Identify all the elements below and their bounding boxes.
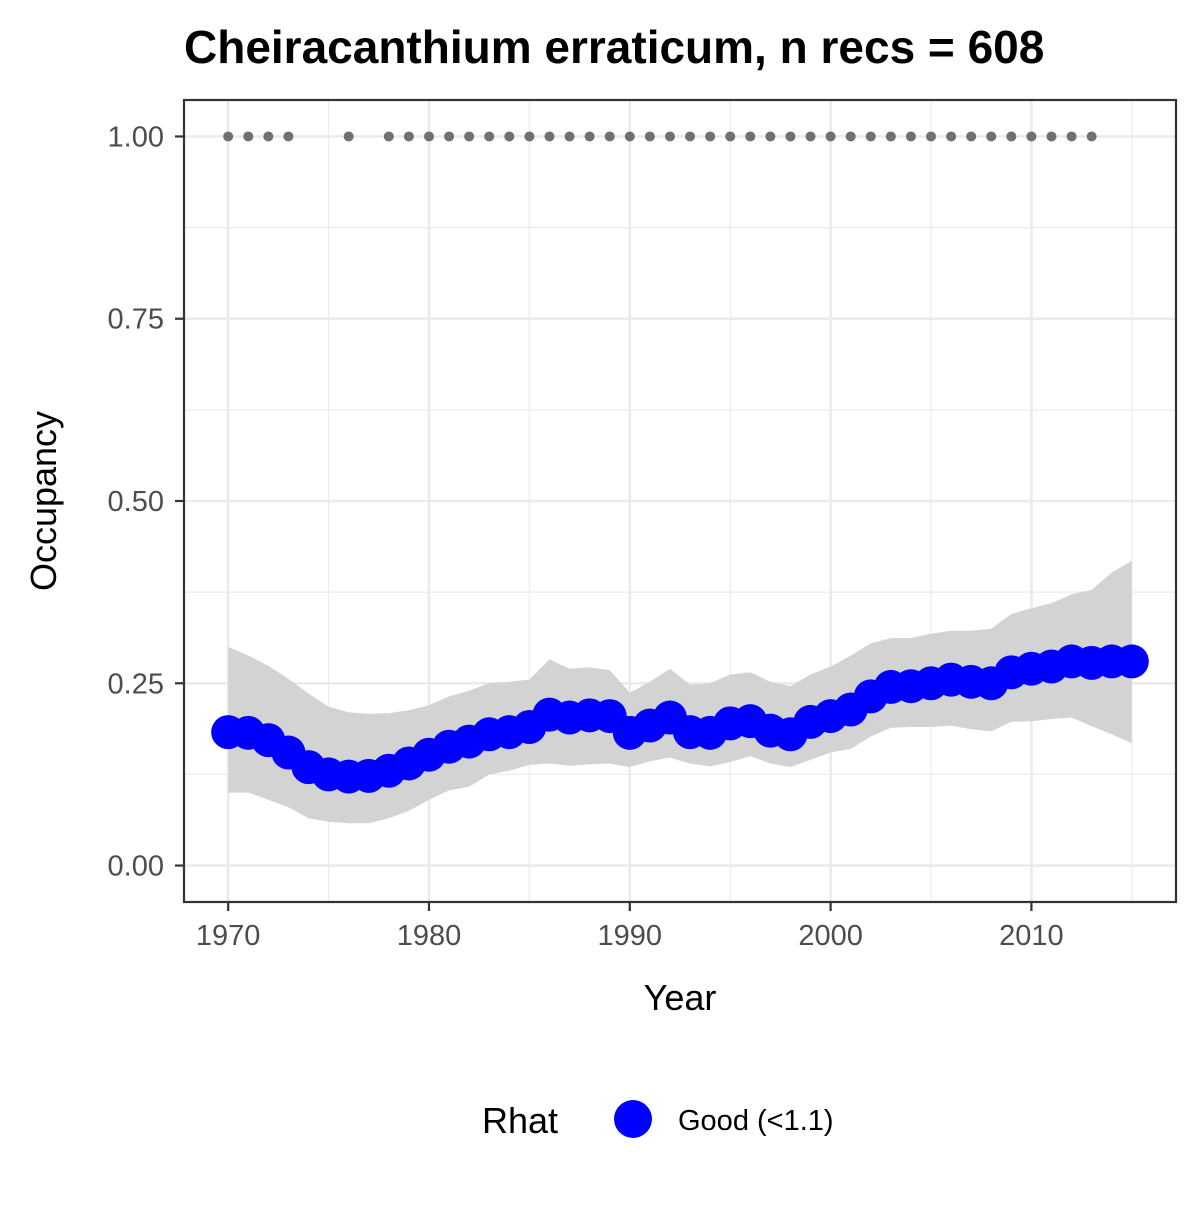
record-year-marker [705, 131, 716, 142]
record-year-marker [604, 131, 615, 142]
record-year-marker [544, 131, 555, 142]
record-year-marker [624, 131, 635, 142]
x-tick-label: 2000 [798, 920, 863, 952]
plot-panel [182, 98, 1178, 904]
record-year-marker [946, 131, 957, 142]
record-year-marker [825, 131, 836, 142]
record-year-marker [885, 131, 896, 142]
record-year-marker [926, 131, 937, 142]
record-year-marker [223, 131, 234, 142]
record-year-marker [685, 131, 696, 142]
y-tick-label: 1.00 [108, 121, 164, 153]
record-year-marker [283, 131, 294, 142]
y-tick-label: 0.25 [108, 668, 164, 700]
record-year-marker [986, 131, 997, 142]
x-tick-label: 2010 [999, 920, 1064, 952]
x-axis: 1970 1980 1990 2000 2010 [196, 902, 1064, 952]
record-year-marker [1086, 131, 1097, 142]
legend-label-good: Good (<1.1) [678, 1105, 834, 1137]
x-tick-label: 1970 [196, 920, 261, 952]
record-year-marker [343, 131, 354, 142]
record-year-marker [725, 131, 736, 142]
y-axis: 0.00 0.25 0.50 0.75 1.00 [108, 121, 184, 883]
record-year-marker [484, 131, 495, 142]
record-year-marker [865, 131, 876, 142]
record-year-marker [444, 131, 455, 142]
record-year-marker [584, 131, 595, 142]
occupancy-point [1114, 644, 1149, 679]
record-year-marker [785, 131, 796, 142]
record-year-marker [524, 131, 535, 142]
record-year-marker [564, 131, 575, 142]
y-tick-label: 0.00 [108, 851, 164, 883]
legend: Rhat Good (<1.1) [482, 1100, 834, 1141]
record-year-marker [1046, 131, 1057, 142]
record-year-marker [1026, 131, 1037, 142]
record-year-marker [845, 131, 856, 142]
record-year-marker [905, 131, 916, 142]
record-year-marker [403, 131, 414, 142]
legend-title: Rhat [482, 1100, 558, 1141]
record-year-marker [243, 131, 254, 142]
x-tick-label: 1980 [397, 920, 462, 952]
record-year-marker [644, 131, 655, 142]
record-year-marker [805, 131, 816, 142]
record-year-marker [464, 131, 475, 142]
y-tick-label: 0.50 [108, 486, 164, 518]
record-year-marker [423, 131, 434, 142]
record-year-marker [664, 131, 675, 142]
legend-key-good [614, 1100, 652, 1138]
record-year-marker [383, 131, 394, 142]
x-tick-label: 1990 [598, 920, 663, 952]
y-tick-label: 0.75 [108, 304, 164, 336]
record-year-marker [504, 131, 515, 142]
chart-title: Cheiracanthium erraticum, n recs = 608 [184, 21, 1044, 73]
record-year-marker [263, 131, 274, 142]
record-year-marker [745, 131, 756, 142]
record-year-marker [966, 131, 977, 142]
y-axis-title: Occupancy [23, 411, 64, 591]
x-axis-title: Year [644, 977, 717, 1018]
record-year-marker [1066, 131, 1077, 142]
record-year-marker [765, 131, 776, 142]
record-year-marker [1006, 131, 1017, 142]
